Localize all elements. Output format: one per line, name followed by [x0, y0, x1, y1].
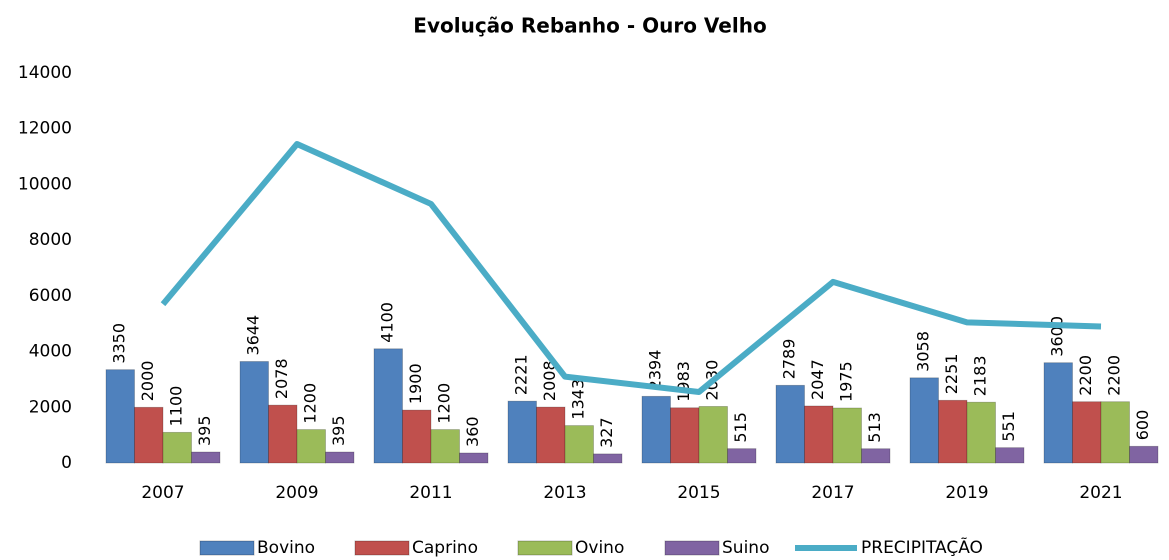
bar [268, 404, 298, 464]
bar [966, 401, 996, 464]
bar [162, 431, 192, 464]
data-label: 3644 [244, 315, 263, 356]
line [160, 141, 1102, 395]
data-label: 395 [329, 415, 348, 446]
bar [1129, 445, 1159, 464]
data-label: 1100 [167, 386, 186, 427]
bar [564, 425, 594, 464]
data-label: 3058 [914, 331, 933, 372]
legend-swatch [354, 540, 410, 556]
y-tick-label: 12000 [18, 119, 72, 139]
data-label: 360 [463, 416, 482, 447]
data-label: 1983 [674, 361, 693, 402]
bar [373, 348, 403, 464]
bar [938, 399, 968, 464]
data-label: 2078 [272, 358, 291, 399]
data-label: 1343 [569, 379, 588, 420]
data-label: 2000 [138, 361, 157, 402]
legend-label: PRECIPITAÇÃO [861, 536, 983, 558]
bar [105, 369, 135, 464]
bar [670, 407, 700, 464]
y-tick-label: 4000 [29, 342, 72, 362]
bar [909, 377, 939, 464]
data-label: 1975 [837, 361, 856, 402]
bar [804, 405, 834, 464]
data-label: 2047 [808, 359, 827, 400]
bar [296, 429, 326, 464]
bar [861, 448, 891, 464]
bar [507, 400, 537, 464]
bar [727, 448, 757, 464]
y-tick-label: 14000 [18, 63, 72, 83]
bar [832, 407, 862, 464]
bar [459, 452, 489, 464]
bar [239, 361, 269, 464]
bar [775, 384, 805, 464]
y-tick-label: 8000 [29, 230, 72, 250]
bar [1043, 362, 1073, 464]
data-label: 2251 [942, 354, 961, 395]
x-tick-label: 2007 [141, 483, 184, 503]
legend-label: Ovino [575, 538, 624, 558]
bar [191, 451, 221, 464]
y-tick-label: 6000 [29, 286, 72, 306]
data-label: 2183 [971, 355, 990, 396]
legend-swatch [517, 540, 573, 556]
bar [641, 395, 671, 464]
bar [593, 453, 623, 464]
data-label: 3350 [110, 323, 129, 364]
x-tick-label: 2009 [275, 483, 318, 503]
legend-swatch [199, 540, 255, 556]
data-label: 2008 [540, 360, 559, 401]
chart-title: Evolução Rebanho - Ouro Velho [413, 14, 766, 38]
data-label: 600 [1133, 410, 1152, 441]
legend-swatch [664, 540, 720, 556]
data-label: 2221 [512, 354, 531, 395]
bar [1072, 401, 1102, 464]
data-label: 395 [195, 415, 214, 446]
data-label: 1200 [301, 383, 320, 424]
bar [536, 406, 566, 464]
y-tick-label: 10000 [18, 174, 72, 194]
data-label: 1200 [435, 383, 454, 424]
bar [995, 447, 1025, 464]
data-label: 1900 [406, 363, 425, 404]
data-label: 551 [999, 411, 1018, 442]
bar [430, 429, 460, 464]
legend-label: Bovino [257, 538, 315, 558]
data-label: 2789 [780, 339, 799, 380]
bar [698, 406, 728, 464]
x-tick-label: 2017 [811, 483, 854, 503]
x-tick-label: 2021 [1079, 483, 1122, 503]
y-tick-label: 2000 [29, 397, 72, 417]
data-label: 515 [731, 412, 750, 443]
x-tick-label: 2015 [677, 483, 720, 503]
bar [1100, 401, 1130, 464]
bar [134, 406, 164, 464]
x-tick-label: 2013 [543, 483, 586, 503]
data-label: 2394 [646, 350, 665, 391]
y-tick-label: 0 [61, 453, 72, 473]
bar [325, 451, 355, 464]
data-label: 513 [865, 412, 884, 443]
legend-label: Caprino [412, 538, 478, 558]
data-label: 2200 [1105, 355, 1124, 396]
legend-label: Suino [722, 538, 769, 558]
data-label: 4100 [378, 302, 397, 343]
x-tick-label: 2019 [945, 483, 988, 503]
x-tick-label: 2011 [409, 483, 452, 503]
bar [402, 409, 432, 464]
data-label: 327 [597, 417, 616, 448]
data-label: 2200 [1076, 355, 1095, 396]
